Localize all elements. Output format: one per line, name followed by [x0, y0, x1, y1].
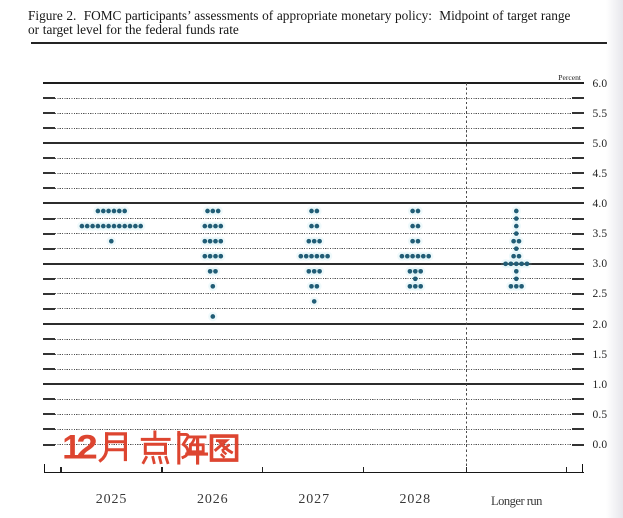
- svg-text:1: 1: [62, 428, 81, 466]
- svg-text:2: 2: [76, 428, 97, 466]
